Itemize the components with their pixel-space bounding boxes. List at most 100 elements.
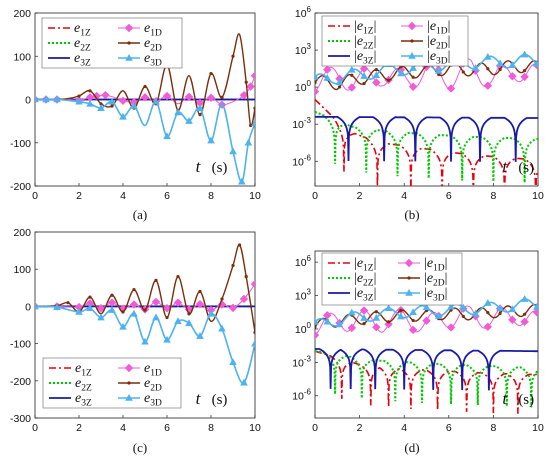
marker-1D [347,323,357,333]
marker-3D [397,312,405,320]
marker-2D [88,89,92,93]
x-tick-label: 6 [164,190,170,202]
marker-3D [459,303,468,311]
marker-3D [35,302,39,310]
axes-box [34,231,256,419]
marker-2D [99,102,103,106]
marker-3D [323,73,332,81]
legend-marker-2D [127,381,131,385]
marker-2D [386,320,391,324]
legend-label-e2D: e2D [144,36,162,54]
legend-label-abs-e3Dabs-: |e3D| [424,286,447,304]
legend-label-e3D: e3D [144,391,162,409]
x-axis-unit: (s) [212,392,228,408]
marker-3D [163,132,171,140]
marker-2D [231,263,235,268]
legend-label-e1D: e1D [144,361,162,379]
x-axis-label: t [196,389,202,408]
x-tick-label: 0 [32,190,38,202]
marker-3D [42,95,50,103]
marker-3D [347,308,356,316]
y-tick-label: 10-3 [292,116,311,131]
marker-3D [422,303,431,311]
marker-3D [35,95,39,103]
marker-2D [523,69,527,73]
y-tick-label: 100 [13,51,31,63]
panel-caption: (d) [404,440,419,455]
marker-1D [162,304,172,313]
marker-1D [323,65,332,74]
marker-2D [121,310,125,314]
marker-3D [218,324,226,332]
marker-1D [446,323,456,332]
x-axis-unit: (s) [518,392,534,408]
marker-1D [101,90,110,100]
x-tick-label: 8 [490,190,496,202]
legend-label-e2Z: e2Z [75,376,92,394]
marker-2D [486,311,490,315]
marker-2D [498,311,502,315]
marker-3D [86,99,94,107]
panel-3: 0 2 4 6 8 10 10-6 10-3 100 103 106 t (s) (d) |e1Z||e2Z… [292,250,544,455]
marker-1D [162,91,172,101]
marker-1D [118,96,128,106]
panel-caption: (a) [133,207,147,222]
y-tick-label: 106 [295,5,312,20]
marker-3D [196,104,204,111]
legend-marker-1D [124,363,134,373]
marker-3D [185,319,193,326]
marker-3D [533,59,538,67]
marker-1D [508,315,517,324]
marker-2D [411,75,415,79]
marker-1D [422,316,431,325]
legend-marker-3D [408,52,416,59]
marker-2D [498,67,502,72]
x-tick-label: 4 [401,190,407,202]
legend-label-abs-e1Zabs-: |e1Z| [354,19,376,37]
marker-3D [347,65,356,73]
marker-3D [75,97,83,105]
legend-marker-1D [404,258,414,268]
x-tick-label: 6 [446,422,452,434]
y-tick-label: -200 [10,181,31,193]
legend-marker-1D [124,23,134,33]
marker-3D [251,119,255,127]
series-line-3D [35,98,255,183]
marker-3D [229,358,237,365]
marker-3D [496,304,504,312]
y-tick-label: 200 [13,8,31,20]
marker-3D [152,313,160,321]
x-tick-label: 0 [312,190,318,202]
marker-3D [130,101,138,109]
y-tick-label: 0 [25,301,31,313]
marker-3D [508,305,517,313]
marker-3D [53,303,61,310]
marker-2D [350,73,354,77]
marker-1D [250,279,255,289]
marker-1D [408,325,418,335]
x-tick-label: 0 [32,422,38,434]
marker-1D [206,93,216,102]
marker-1D [228,303,238,313]
series-line-3Z [315,348,538,391]
marker-3D [75,307,83,315]
marker-3D [360,72,368,79]
legend: |e1Z||e2Z||e3Z| |e1D||e2D||e3D| [328,256,447,304]
marker-3D [471,309,480,317]
y-tick-label: 200 [13,227,31,239]
legend-label-e1Z: e1Z [74,21,91,39]
x-axis-label: t [502,157,508,176]
marker-3D [240,378,248,386]
marker-3D [119,322,127,330]
x-axis-label: t [502,389,508,408]
series-line-1Z [315,98,538,186]
marker-3D [108,97,116,105]
marker-3D [533,302,538,310]
marker-3D [196,332,204,339]
marker-3D [244,138,253,146]
marker-3D [229,147,237,155]
marker-2D [176,275,180,279]
legend-label-abs-e1Zabs-: |e1Z| [354,256,376,274]
